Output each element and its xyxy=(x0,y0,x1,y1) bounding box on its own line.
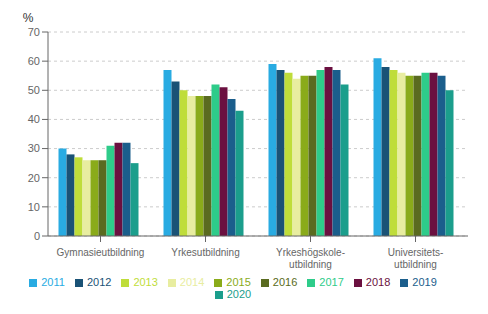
html-text:2019: 2019 xyxy=(412,276,437,288)
html-text:2017: 2017 xyxy=(319,276,344,288)
html-text:2013: 2013 xyxy=(133,276,158,288)
svg-text:50: 50 xyxy=(28,84,40,96)
svg-text:70: 70 xyxy=(28,26,40,38)
svg-text:Gymnasieutbildning: Gymnasieutbildning xyxy=(57,247,145,258)
svg-text:40: 40 xyxy=(28,113,40,125)
svg-text:30: 30 xyxy=(28,142,40,154)
html-text:2015: 2015 xyxy=(226,276,251,288)
svg-text:Universitets-utbildning: Universitets-utbildning xyxy=(388,247,444,270)
html-text:2018: 2018 xyxy=(365,276,391,288)
svg-text:10: 10 xyxy=(28,201,40,213)
svg-text:20: 20 xyxy=(28,172,40,184)
svg-text:0: 0 xyxy=(34,230,40,242)
svg-text:Yrkeshögskole-utbildning: Yrkeshögskole-utbildning xyxy=(276,247,345,270)
html-text:2016: 2016 xyxy=(272,276,298,288)
html-text:2012: 2012 xyxy=(86,276,112,288)
svg-text:Yrkesutbildning: Yrkesutbildning xyxy=(171,247,239,258)
svg-text:%: % xyxy=(23,11,34,25)
svg-text:60: 60 xyxy=(28,55,40,67)
html-text:2020: 2020 xyxy=(226,288,252,300)
html-text:2014: 2014 xyxy=(179,276,205,288)
html-text:2011: 2011 xyxy=(41,276,65,288)
